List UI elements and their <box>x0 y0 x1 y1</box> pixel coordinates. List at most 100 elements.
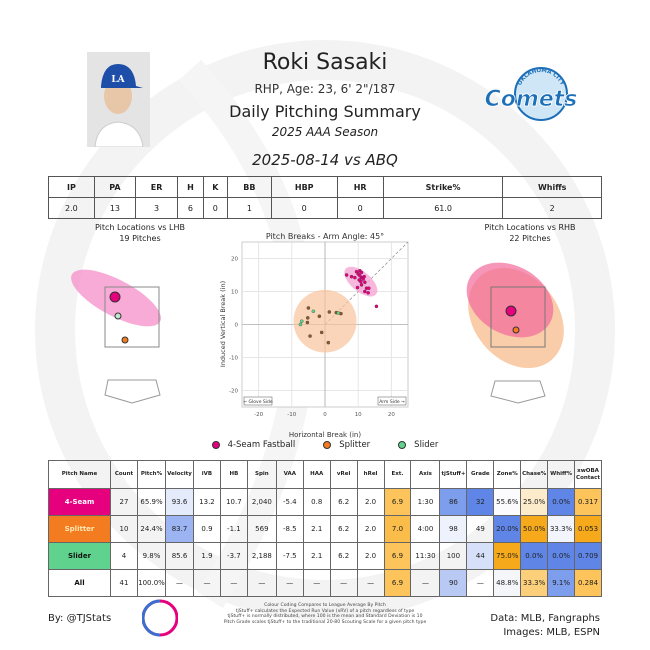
y-axis-label: Induced Vertical Break (in) <box>219 281 227 367</box>
column-header: xwOBA Contact <box>574 460 602 489</box>
metric-cell: 83.7 <box>165 515 194 543</box>
metric-cell: 0.9 <box>193 515 221 543</box>
metric-cell: 27 <box>110 488 138 516</box>
stat-header: BB <box>226 176 272 198</box>
metric-cell: 6.2 <box>329 488 358 516</box>
metric-cell: 0.284 <box>574 569 602 597</box>
splitter-marker-icon <box>323 441 332 449</box>
metric-cell: 4:00 <box>410 515 441 543</box>
svg-text:Comets: Comets <box>485 87 578 112</box>
metric-cell: 6.9 <box>383 488 412 516</box>
column-header: Axis <box>410 460 441 489</box>
metric-cell: 0.709 <box>574 542 602 570</box>
metric-cell: 20.0% <box>493 515 522 543</box>
metric-cell: 100.0% <box>137 569 166 597</box>
metric-cell: 10.7 <box>219 488 248 516</box>
metric-cell: 2.0 <box>356 515 385 543</box>
column-header: Spin <box>246 460 277 489</box>
metric-cell: — <box>246 569 277 597</box>
legend-label: Splitter <box>339 440 371 450</box>
metric-cell: 1:30 <box>410 488 441 516</box>
pitch-legend: 4-Seam Fastball Splitter Slider <box>0 440 650 450</box>
pitch-name: All <box>48 569 111 597</box>
metric-cell: 25.0% <box>520 488 549 516</box>
pitch-point-4-seam-fastball <box>362 274 366 279</box>
rhb-title-text: Pitch Locations vs RHB <box>484 223 576 232</box>
column-header: vRel <box>329 460 358 489</box>
y-tick-label: -20 <box>229 389 238 395</box>
metric-cell: 32 <box>466 488 495 516</box>
metric-cell: 33.3% <box>520 569 549 597</box>
pitch-point-splitter <box>317 314 322 319</box>
metric-cell: 1.9 <box>193 542 221 570</box>
metric-cell: 2.1 <box>302 515 331 543</box>
pitch-point-4-seam-fastball <box>367 286 371 290</box>
column-header: Ext. <box>383 460 412 489</box>
metric-cell: -5.4 <box>275 488 304 516</box>
column-header: VAA <box>275 460 304 489</box>
pitch-name: Splitter <box>48 515 111 543</box>
y-tick-label: 20 <box>231 257 238 263</box>
player-details: RHP, Age: 23, 6' 2"/187 <box>254 82 396 96</box>
metric-cell: 0.0% <box>520 542 549 570</box>
game-stats-table: IP PA ER H K BB HBP HR Strike% Whiffs 2.0 13 3 6 0 1 0 0… <box>48 176 602 219</box>
stat-value: 2.0 <box>48 197 95 219</box>
pitch-row-4-seam: 4-Seam 27 65.9% 93.6 13.2 10.7 2,040 -5.4 0.8 6.2… <box>48 488 602 516</box>
metric-cell: 2,188 <box>246 542 277 570</box>
chart-title: Pitch Breaks - Arm Angle: 45° <box>266 232 384 241</box>
pitch-point-slider <box>298 322 303 327</box>
metric-cell: 0.053 <box>574 515 602 543</box>
metric-cell: 90 <box>439 569 468 597</box>
metric-cell: 49 <box>466 515 495 543</box>
metric-cell: — <box>165 569 194 597</box>
stat-value: 6 <box>177 197 204 219</box>
pitch-point-4-seam-fastball <box>359 279 363 284</box>
stat-value: 2 <box>502 197 602 219</box>
column-header: hRel <box>356 460 385 489</box>
stats-value-row: 2.0 13 3 6 0 1 0 0 61.0 2 <box>48 197 602 219</box>
metric-cell: 0.0% <box>547 542 576 570</box>
metric-cell: 86 <box>439 488 468 516</box>
stat-header: HR <box>336 176 384 198</box>
pitch-point-splitter <box>305 316 310 320</box>
svg-text:LA: LA <box>111 75 125 85</box>
author-credit: By: @TJStats <box>48 613 112 624</box>
player-photo: LA <box>87 52 150 147</box>
legend-label: 4-Seam Fastball <box>227 440 296 450</box>
metric-cell: 0.317 <box>574 488 602 516</box>
pitch-point-4-seam-fastball <box>349 274 354 279</box>
sources: Data: MLB, Fangraphs Images: MLB, ESPN <box>490 612 600 640</box>
metric-cell: 2.0 <box>356 542 385 570</box>
metric-cell: 4 <box>110 542 138 570</box>
metric-cell: 569 <box>246 515 277 543</box>
metric-cell: 10 <box>110 515 138 543</box>
x-tick-label: 0 <box>323 412 327 418</box>
legend-item-splitter: Splitter <box>323 440 370 450</box>
metric-cell: — <box>329 569 358 597</box>
column-header: tjStuff+ <box>439 460 468 489</box>
x-axis-label: Horizontal Break (in) <box>289 431 361 439</box>
x-tick-label: 10 <box>355 412 362 418</box>
metric-cell: 6.9 <box>383 542 412 570</box>
x-tick-label: -20 <box>254 412 263 418</box>
stats-header-row: IP PA ER H K BB HBP HR Strike% Whiffs <box>48 176 602 198</box>
player-name: Roki Sasaki <box>262 50 388 75</box>
pitch-point-splitter <box>327 310 332 314</box>
stat-header: PA <box>93 176 136 198</box>
metric-cell: 13.2 <box>193 488 221 516</box>
pitch-point-splitter <box>308 334 312 338</box>
note-line: Pitch Grade scales tjStuff+ to the tradi… <box>223 619 427 625</box>
rhb-count: 22 Pitches <box>509 234 551 243</box>
lhb-count: 19 Pitches <box>119 234 161 243</box>
tjstats-logo <box>142 599 178 637</box>
column-header: Whiff% <box>547 460 576 489</box>
slider-marker-icon <box>398 441 407 449</box>
metric-cell: — <box>466 569 495 597</box>
y-tick-label: 10 <box>231 290 238 296</box>
stat-header: H <box>177 176 204 198</box>
season-label: 2025 AAA Season <box>271 125 379 139</box>
stat-value: 13 <box>93 197 136 219</box>
pitch-row-all: All 41 100.0% — — — — — — — —6.9—90—48.8% 33.3% 9.1%… <box>48 569 602 597</box>
note-line: Colour Coding Compares to League Average… <box>264 603 386 608</box>
metric-cell: 7.0 <box>383 515 412 543</box>
